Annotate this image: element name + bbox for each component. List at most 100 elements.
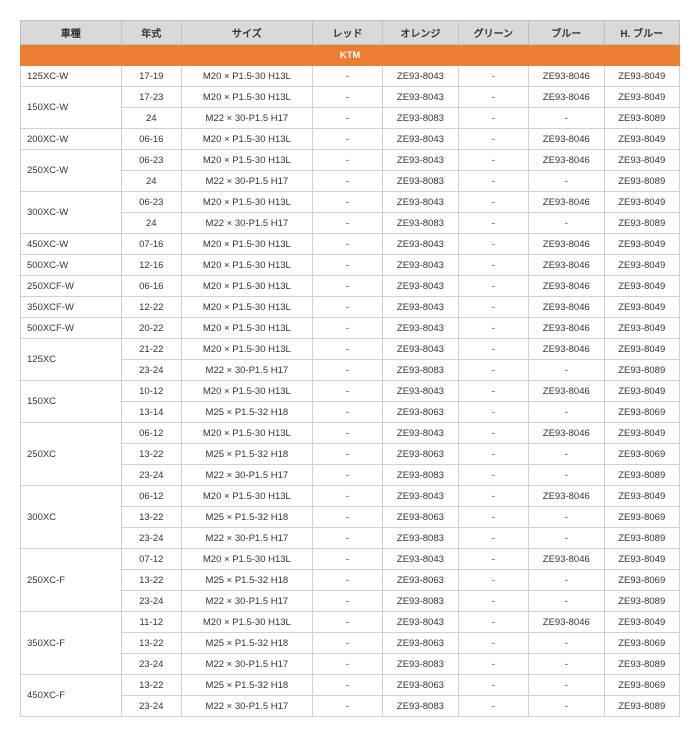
- hblue-cell: ZE93-8049: [604, 486, 680, 507]
- model-cell: 300XC-W: [21, 192, 122, 234]
- red-cell: -: [312, 318, 382, 339]
- year-cell: 07-12: [121, 549, 181, 570]
- orange-cell: ZE93-8063: [383, 633, 458, 654]
- table-row: 350XC-F11-12M20 × P1.5-30 H13L-ZE93-8043…: [21, 612, 680, 633]
- blue-cell: ZE93-8046: [529, 129, 604, 150]
- size-cell: M22 × 30-P1.5 H17: [181, 360, 312, 381]
- blue-cell: -: [529, 654, 604, 675]
- green-cell: -: [458, 591, 528, 612]
- year-cell: 23-24: [121, 591, 181, 612]
- col-hblue: H. ブルー: [604, 21, 680, 45]
- blue-cell: ZE93-8046: [529, 192, 604, 213]
- blue-cell: ZE93-8046: [529, 255, 604, 276]
- col-model: 車種: [21, 21, 122, 45]
- hblue-cell: ZE93-8049: [604, 423, 680, 444]
- hblue-cell: ZE93-8049: [604, 297, 680, 318]
- model-cell: 125XC-W: [21, 66, 122, 87]
- green-cell: -: [458, 150, 528, 171]
- year-cell: 13-22: [121, 444, 181, 465]
- model-cell: 450XC-W: [21, 234, 122, 255]
- hblue-cell: ZE93-8089: [604, 360, 680, 381]
- hblue-cell: ZE93-8089: [604, 213, 680, 234]
- size-cell: M22 × 30-P1.5 H17: [181, 213, 312, 234]
- model-cell: 350XC-F: [21, 612, 122, 675]
- red-cell: -: [312, 633, 382, 654]
- orange-cell: ZE93-8083: [383, 171, 458, 192]
- size-cell: M20 × P1.5-30 H13L: [181, 192, 312, 213]
- hblue-cell: ZE93-8089: [604, 108, 680, 129]
- hblue-cell: ZE93-8089: [604, 465, 680, 486]
- green-cell: -: [458, 234, 528, 255]
- green-cell: -: [458, 213, 528, 234]
- red-cell: -: [312, 444, 382, 465]
- hblue-cell: ZE93-8049: [604, 192, 680, 213]
- size-cell: M20 × P1.5-30 H13L: [181, 423, 312, 444]
- col-blue: ブルー: [529, 21, 604, 45]
- hblue-cell: ZE93-8089: [604, 528, 680, 549]
- blue-cell: -: [529, 696, 604, 717]
- size-cell: M22 × 30-P1.5 H17: [181, 591, 312, 612]
- year-cell: 13-22: [121, 570, 181, 591]
- year-cell: 23-24: [121, 654, 181, 675]
- blue-cell: -: [529, 108, 604, 129]
- header-row: 車種 年式 サイズ レッド オレンジ グリーン ブルー H. ブルー: [21, 21, 680, 45]
- hblue-cell: ZE93-8069: [604, 402, 680, 423]
- model-cell: 150XC: [21, 381, 122, 423]
- size-cell: M25 × P1.5-32 H18: [181, 675, 312, 696]
- blue-cell: -: [529, 507, 604, 528]
- blue-cell: ZE93-8046: [529, 234, 604, 255]
- size-cell: M20 × P1.5-30 H13L: [181, 549, 312, 570]
- year-cell: 06-23: [121, 150, 181, 171]
- red-cell: -: [312, 339, 382, 360]
- hblue-cell: ZE93-8049: [604, 66, 680, 87]
- hblue-cell: ZE93-8069: [604, 675, 680, 696]
- orange-cell: ZE93-8063: [383, 507, 458, 528]
- size-cell: M20 × P1.5-30 H13L: [181, 381, 312, 402]
- orange-cell: ZE93-8043: [383, 549, 458, 570]
- year-cell: 24: [121, 213, 181, 234]
- hblue-cell: ZE93-8069: [604, 507, 680, 528]
- size-cell: M25 × P1.5-32 H18: [181, 444, 312, 465]
- green-cell: -: [458, 129, 528, 150]
- year-cell: 06-16: [121, 276, 181, 297]
- col-red: レッド: [312, 21, 382, 45]
- year-cell: 12-16: [121, 255, 181, 276]
- col-orange: オレンジ: [383, 21, 458, 45]
- year-cell: 24: [121, 171, 181, 192]
- size-cell: M22 × 30-P1.5 H17: [181, 696, 312, 717]
- green-cell: -: [458, 192, 528, 213]
- red-cell: -: [312, 486, 382, 507]
- size-cell: M20 × P1.5-30 H13L: [181, 297, 312, 318]
- year-cell: 17-23: [121, 87, 181, 108]
- orange-cell: ZE93-8083: [383, 591, 458, 612]
- green-cell: -: [458, 402, 528, 423]
- hblue-cell: ZE93-8089: [604, 591, 680, 612]
- size-cell: M20 × P1.5-30 H13L: [181, 276, 312, 297]
- hblue-cell: ZE93-8049: [604, 318, 680, 339]
- table-row: 450XC-W07-16M20 × P1.5-30 H13L-ZE93-8043…: [21, 234, 680, 255]
- table-row: 500XCF-W20-22M20 × P1.5-30 H13L-ZE93-804…: [21, 318, 680, 339]
- table-row: 350XCF-W12-22M20 × P1.5-30 H13L-ZE93-804…: [21, 297, 680, 318]
- green-cell: -: [458, 696, 528, 717]
- orange-cell: ZE93-8043: [383, 381, 458, 402]
- size-cell: M22 × 30-P1.5 H17: [181, 465, 312, 486]
- green-cell: -: [458, 612, 528, 633]
- orange-cell: ZE93-8043: [383, 192, 458, 213]
- size-cell: M20 × P1.5-30 H13L: [181, 87, 312, 108]
- blue-cell: ZE93-8046: [529, 87, 604, 108]
- blue-cell: ZE93-8046: [529, 66, 604, 87]
- red-cell: -: [312, 150, 382, 171]
- red-cell: -: [312, 87, 382, 108]
- orange-cell: ZE93-8043: [383, 423, 458, 444]
- section-row: KTM: [21, 45, 680, 66]
- table-row: 250XC-F07-12M20 × P1.5-30 H13L-ZE93-8043…: [21, 549, 680, 570]
- orange-cell: ZE93-8043: [383, 612, 458, 633]
- red-cell: -: [312, 591, 382, 612]
- blue-cell: -: [529, 360, 604, 381]
- green-cell: -: [458, 654, 528, 675]
- table-row: 150XC-W17-23M20 × P1.5-30 H13L-ZE93-8043…: [21, 87, 680, 108]
- green-cell: -: [458, 318, 528, 339]
- green-cell: -: [458, 549, 528, 570]
- hblue-cell: ZE93-8049: [604, 612, 680, 633]
- red-cell: -: [312, 360, 382, 381]
